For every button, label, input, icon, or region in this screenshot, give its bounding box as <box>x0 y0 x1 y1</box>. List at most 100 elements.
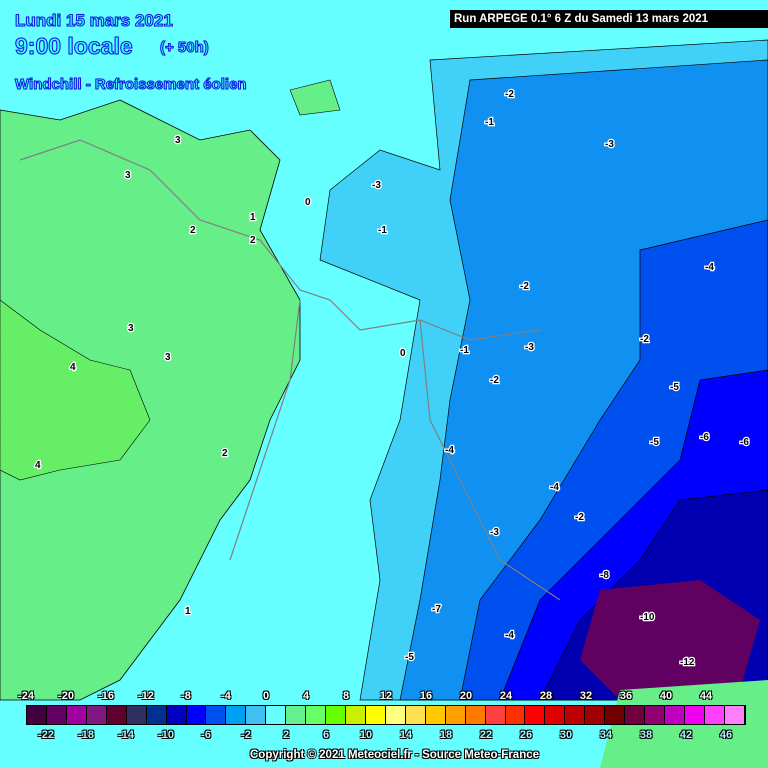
legend-tick-bottom: 10 <box>359 729 373 741</box>
zone-green-ne <box>289 79 341 116</box>
legend-swatch <box>425 706 446 724</box>
zone-2-4 <box>0 99 301 701</box>
legend-swatch <box>286 706 307 724</box>
legend-tick-bottom: 26 <box>519 729 533 741</box>
legend-tick-top: 8 <box>342 690 350 702</box>
legend-swatch <box>146 706 167 724</box>
legend-tick-top: 4 <box>302 690 310 702</box>
contour-label: -3 <box>490 527 499 538</box>
legend-swatch <box>645 706 665 724</box>
legend-swatch <box>365 706 386 724</box>
contour-label: 2 <box>250 235 256 246</box>
contour-label: -5 <box>405 652 414 663</box>
legend-tick-bottom: 34 <box>599 729 613 741</box>
legend-tick-top: 16 <box>419 690 433 702</box>
legend-swatch <box>326 706 346 724</box>
legend-tick-top: -16 <box>98 690 114 702</box>
legend-tick-bottom: -18 <box>78 729 94 741</box>
legend-swatch <box>684 706 705 724</box>
legend-swatch <box>226 706 247 724</box>
color-legend <box>26 705 746 725</box>
forecast-date: Lundi 15 mars 2021 <box>15 11 174 31</box>
legend-tick-top: 32 <box>579 690 593 702</box>
zone-3-4 <box>0 299 151 481</box>
legend-tick-bottom: 2 <box>282 729 290 741</box>
legend-tick-top: 12 <box>379 690 393 702</box>
legend-tick-top: 0 <box>262 690 270 702</box>
legend-tick-top: -4 <box>221 690 231 702</box>
contour-label: -1 <box>485 117 494 128</box>
legend-swatch <box>206 706 227 724</box>
legend-tick-bottom: -22 <box>38 729 54 741</box>
legend-swatch <box>445 706 466 724</box>
legend-tick-top: 36 <box>619 690 633 702</box>
legend-tick-top: 24 <box>499 690 513 702</box>
contour-label: -2 <box>520 281 529 292</box>
contour-label: 0 <box>400 348 406 359</box>
legend-tick-bottom: 18 <box>439 729 453 741</box>
legend-swatch <box>704 706 725 724</box>
variable-name: Windchill - Refroissement éolien <box>15 76 248 94</box>
legend-swatch <box>166 706 187 724</box>
legend-swatch <box>545 706 566 724</box>
legend-swatch <box>625 706 646 724</box>
legend-tick-top: 20 <box>459 690 473 702</box>
contour-label: 3 <box>175 135 181 146</box>
legend-tick-bottom: 46 <box>719 729 733 741</box>
legend-swatch <box>605 706 626 724</box>
contour-label: 4 <box>70 362 76 373</box>
legend-swatch <box>724 706 745 724</box>
legend-tick-top: -12 <box>138 690 154 702</box>
legend-swatch <box>405 706 426 724</box>
legend-swatch <box>306 706 327 724</box>
contour-label: 4 <box>35 460 41 471</box>
contour-label: -3 <box>525 342 534 353</box>
contour-label: -2 <box>640 334 649 345</box>
contour-label: -1 <box>378 225 387 236</box>
legend-swatch <box>485 706 506 724</box>
contour-label: 1 <box>250 212 256 223</box>
contour-label: -8 <box>600 570 609 581</box>
contour-label: -5 <box>650 437 659 448</box>
legend-swatch <box>266 706 287 724</box>
legend-tick-bottom: 38 <box>639 729 653 741</box>
run-info: Run ARPEGE 0.1° 6 Z du Samedi 13 mars 20… <box>450 10 768 28</box>
borders <box>19 139 561 601</box>
zone-minus14 <box>580 580 760 700</box>
legend-tick-bottom: -2 <box>241 729 251 741</box>
contour-label: -4 <box>445 445 454 456</box>
legend-swatch <box>505 706 526 724</box>
legend-tick-bottom: 42 <box>679 729 693 741</box>
contour-label: -2 <box>490 375 499 386</box>
contour-label: -5 <box>670 382 679 393</box>
contour-label: -6 <box>700 432 709 443</box>
legend-swatch <box>246 706 267 724</box>
contour-label: -4 <box>505 630 514 641</box>
legend-swatch <box>525 706 546 724</box>
legend-swatch <box>86 706 107 724</box>
legend-tick-top: -20 <box>58 690 74 702</box>
contour-label: 1 <box>185 606 191 617</box>
contour-label: 2 <box>190 225 196 236</box>
legend-swatch <box>385 706 406 724</box>
contour-label: -10 <box>640 612 655 623</box>
legend-swatch <box>585 706 606 724</box>
legend-swatch <box>27 706 47 724</box>
legend-tick-bottom: -14 <box>118 729 134 741</box>
legend-swatch <box>346 706 366 724</box>
legend-tick-top: -24 <box>18 690 34 702</box>
contour-label: 2 <box>222 448 228 459</box>
forecast-time: 9:00 locale <box>15 33 134 60</box>
contour-label: -3 <box>372 180 381 191</box>
legend-tick-bottom: -10 <box>158 729 174 741</box>
legend-swatch <box>46 706 67 724</box>
contour-label: -7 <box>432 604 441 615</box>
legend-tick-bottom: 14 <box>399 729 413 741</box>
contour-label: -4 <box>550 482 559 493</box>
contour-label: -6 <box>740 437 749 448</box>
legend-swatch <box>66 706 87 724</box>
contour-label: -2 <box>575 512 584 523</box>
legend-tick-top: 28 <box>539 690 553 702</box>
forecast-lead-time: (+ 50h) <box>160 39 210 57</box>
legend-tick-bottom: 6 <box>322 729 330 741</box>
